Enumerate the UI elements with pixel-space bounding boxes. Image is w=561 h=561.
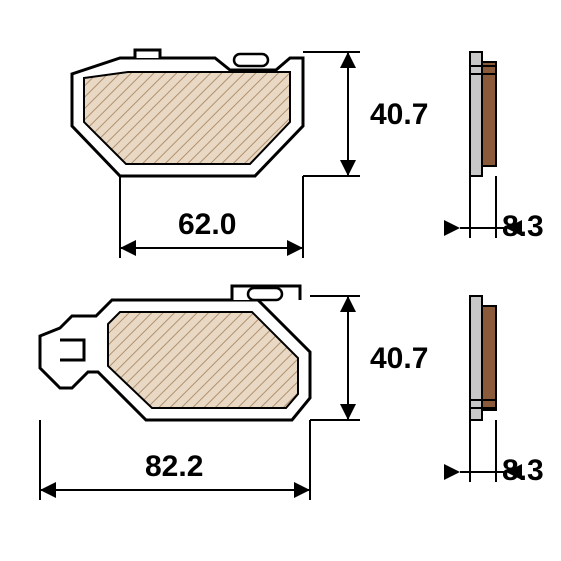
top-pad-side: [470, 52, 496, 176]
top-pad-front: [72, 50, 303, 176]
bottom-pad-side: [470, 296, 496, 420]
brake-pad-diagram: 40.7 62.0 8.3 40.7 82.2 8.3: [0, 0, 561, 561]
label-top-thickness: 8.3: [502, 210, 544, 244]
bottom-pad-front: [40, 286, 310, 420]
label-bottom-thickness: 8.3: [502, 454, 544, 488]
diagram-svg: [0, 0, 561, 561]
label-bottom-width: 82.2: [145, 450, 203, 484]
label-top-width: 62.0: [178, 208, 236, 242]
label-top-height: 40.7: [370, 98, 428, 132]
label-bottom-height: 40.7: [370, 342, 428, 376]
